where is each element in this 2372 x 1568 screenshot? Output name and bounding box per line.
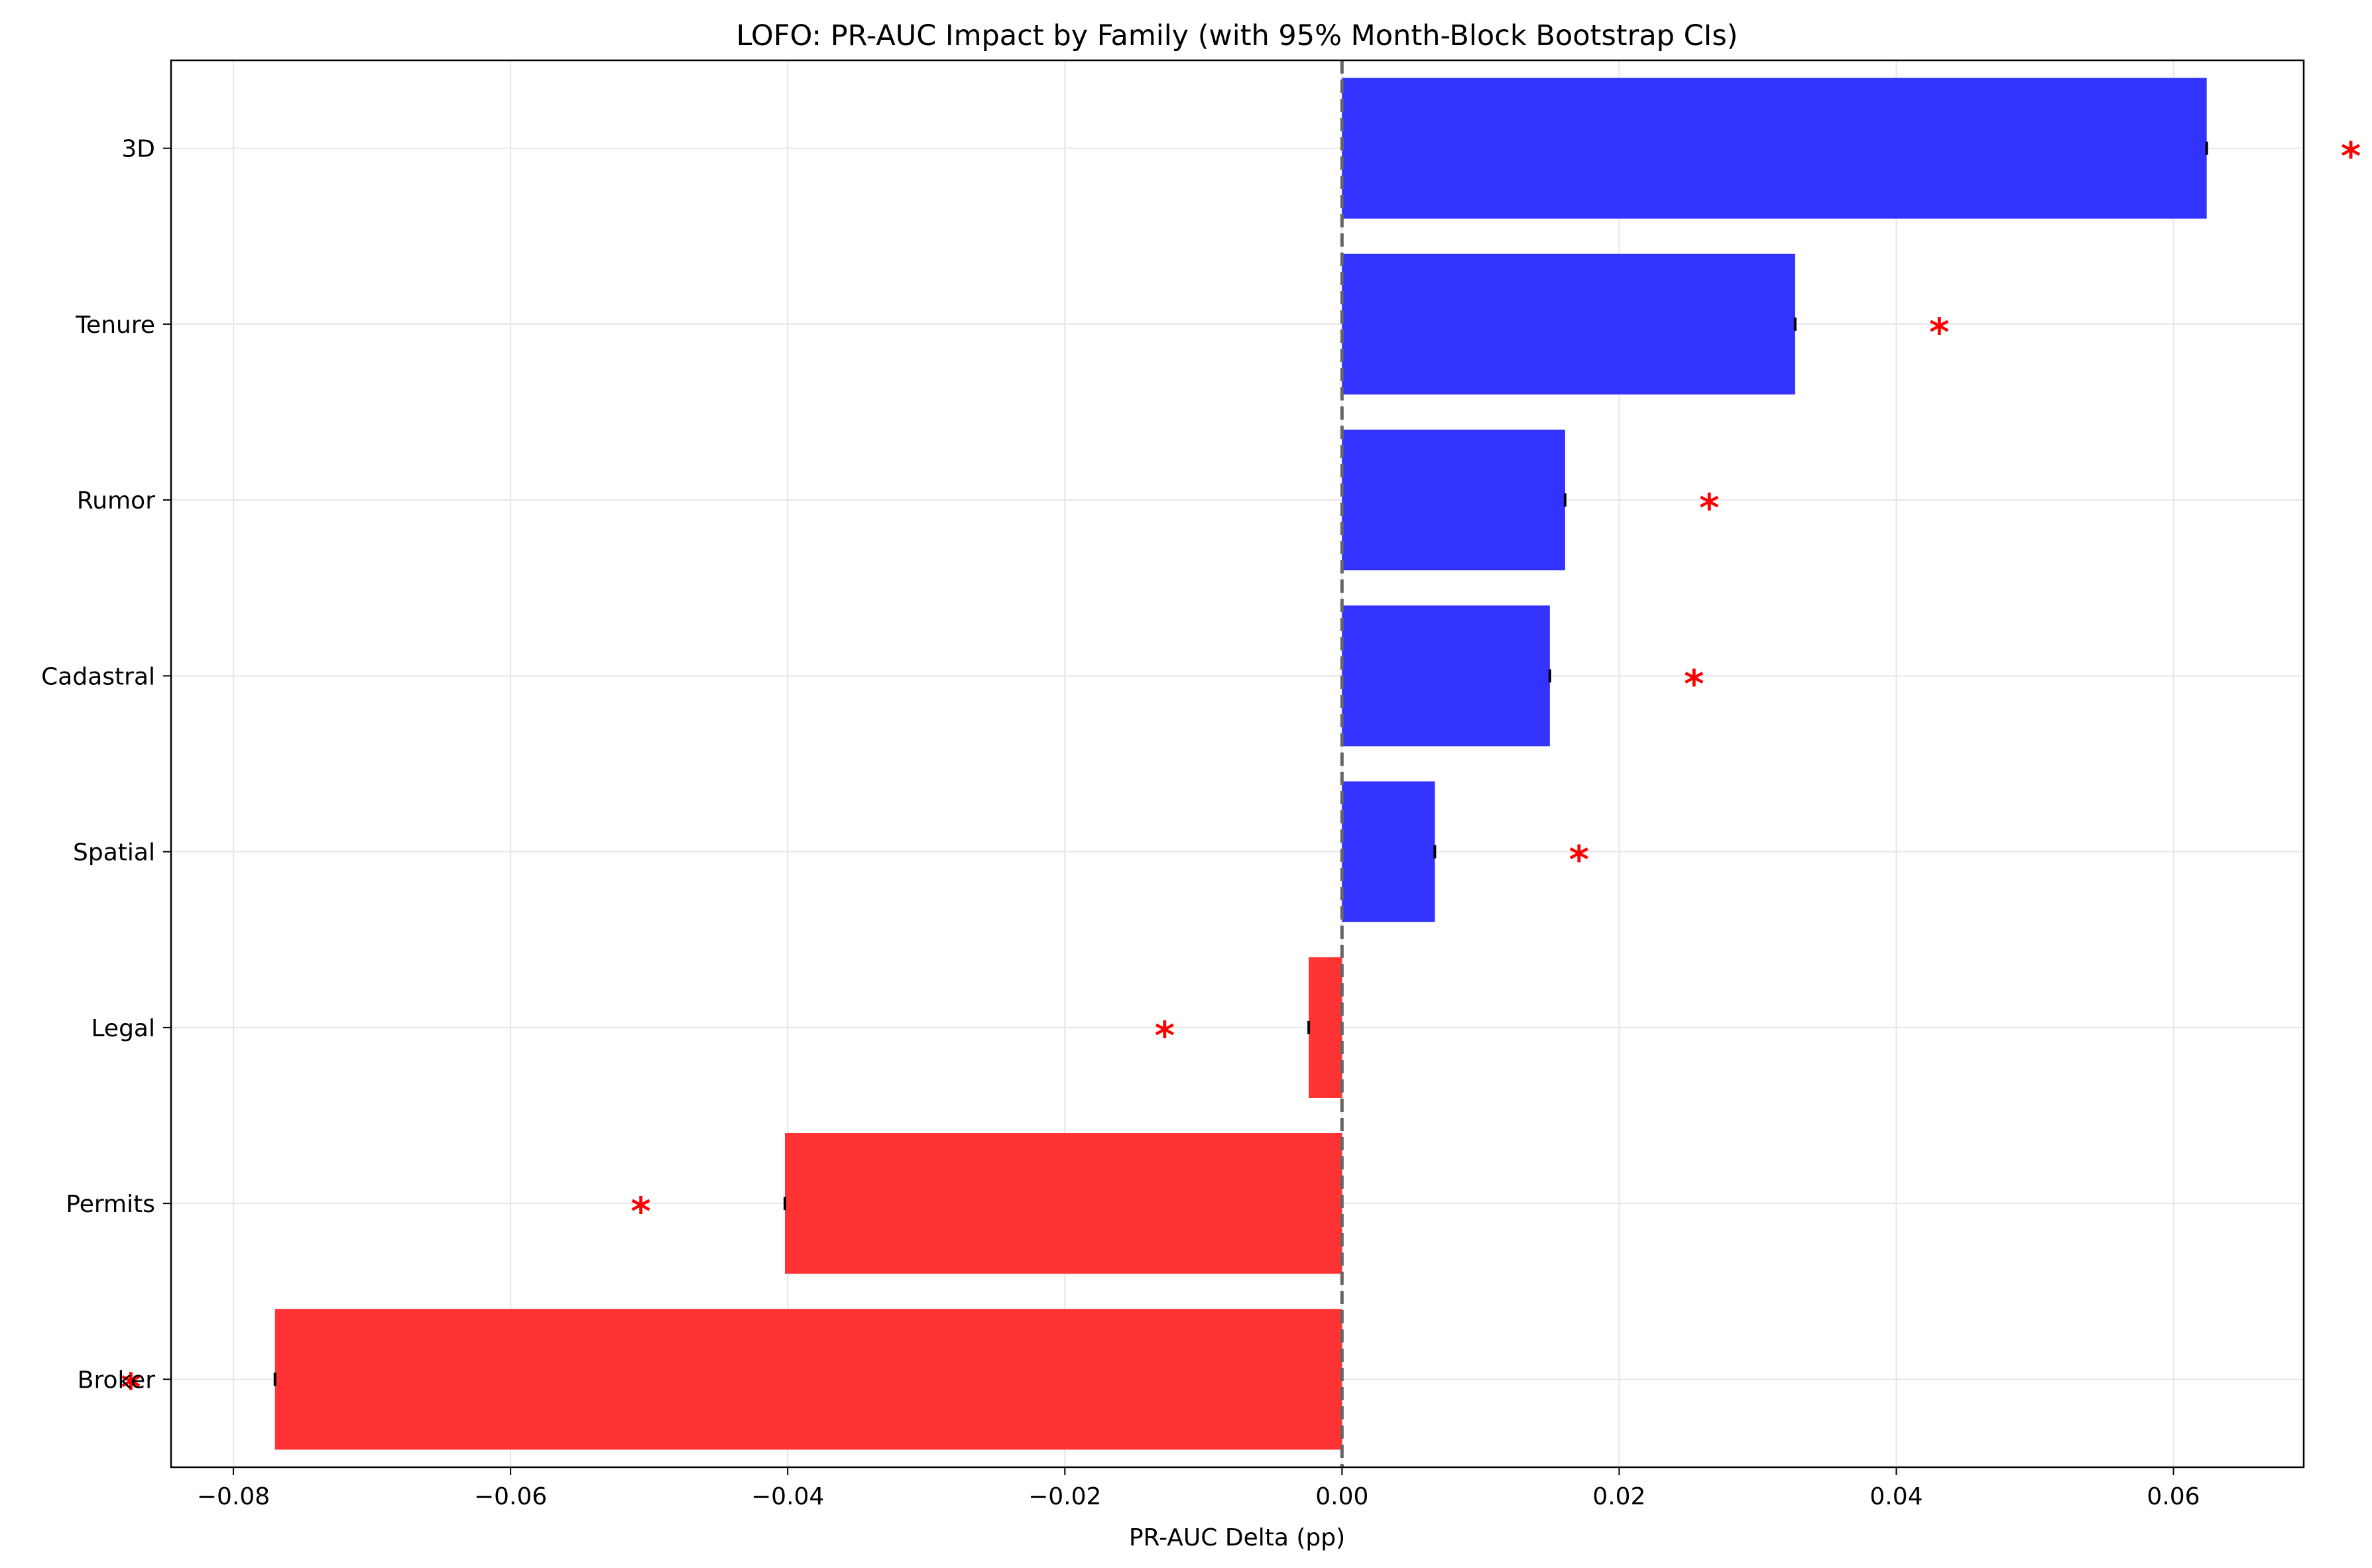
y-tick-label-rumor: Rumor <box>77 487 155 514</box>
bar-permits <box>785 1133 1342 1274</box>
x-axis-label: PR-AUC Delta (pp) <box>1129 1524 1345 1551</box>
y-tick-label-permits: Permits <box>66 1191 155 1218</box>
x-tick-label: 0.04 <box>1869 1483 1923 1510</box>
bar-rumor <box>1342 430 1565 571</box>
bar-legal <box>1309 957 1342 1098</box>
y-tick-label-3d: 3D <box>121 136 155 163</box>
x-tick-label: −0.06 <box>474 1483 547 1510</box>
plot-frame <box>170 59 2305 1469</box>
error-bars <box>273 141 2208 1386</box>
significance-star-rumor: * <box>1699 485 1719 530</box>
y-tick-label-spatial: Spatial <box>73 839 155 867</box>
significance-star-3d: * <box>2341 134 2361 179</box>
bar-tenure <box>1342 253 1795 394</box>
y-tick-label-legal: Legal <box>91 1015 156 1042</box>
bar-broker <box>274 1309 1342 1450</box>
y-axis-ticks: 3D Tenure Rumor Cadastral Spatial Legal Permit… <box>41 136 171 1394</box>
chart-title: LOFO: PR-AUC Impact by Family (with 95% … <box>736 19 1738 52</box>
y-tick-label-cadastral: Cadastral <box>41 663 155 690</box>
significance-star-spatial: * <box>1569 837 1589 882</box>
x-tick-label: 0.00 <box>1315 1483 1368 1510</box>
significance-star-legal: * <box>1155 1013 1175 1058</box>
x-tick-label: 0.02 <box>1592 1483 1645 1510</box>
significance-star-permits: * <box>630 1189 650 1234</box>
bars <box>274 78 2207 1450</box>
bar-3d <box>1342 78 2207 219</box>
y-tick-label-tenure: Tenure <box>75 312 155 339</box>
significance-stars: * * * * * * * * <box>121 134 2361 1410</box>
x-tick-label: −0.04 <box>751 1483 824 1510</box>
x-tick-label: 0.06 <box>2147 1483 2200 1510</box>
significance-star-cadastral: * <box>1684 661 1704 706</box>
x-tick-label: −0.02 <box>1028 1483 1101 1510</box>
significance-star-broker: * <box>121 1364 141 1410</box>
significance-star-tenure: * <box>1929 310 1949 355</box>
y-tick-label-broker: Broker <box>78 1366 155 1394</box>
bar-cadastral <box>1342 605 1550 747</box>
x-axis-ticks: −0.08 −0.06 −0.04 −0.02 0.00 0.02 0.04 0.06 <box>197 1467 2200 1510</box>
x-tick-label: −0.08 <box>197 1483 270 1510</box>
bar-spatial <box>1342 781 1435 922</box>
